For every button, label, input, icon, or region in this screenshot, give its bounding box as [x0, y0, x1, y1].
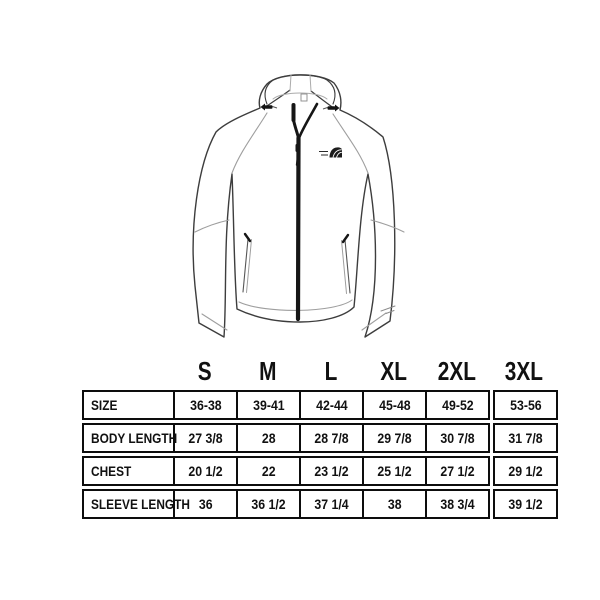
- size-cell: 49-52: [425, 392, 488, 418]
- size-cell: 39-41: [236, 392, 299, 418]
- column-header-m: M: [258, 356, 277, 386]
- table-row-size: SIZE 36-38 39-41 42-44 45-48 49-52 53-56: [82, 390, 560, 420]
- size-cell: 42-44: [299, 392, 362, 418]
- size-cell: 36: [173, 491, 236, 517]
- size-cell: 23 1/2: [299, 458, 362, 484]
- hood-toggle-left-icon: [260, 103, 278, 111]
- column-header-2xl: 2XL: [437, 356, 476, 386]
- column-header-s: S: [197, 356, 212, 386]
- column-header-xl: XL: [380, 356, 407, 386]
- row-label-chest: CHEST: [91, 463, 132, 479]
- size-chart-header-row: S M L XL 2XL 3XL: [173, 358, 560, 384]
- left-pocket-zipper: [242, 232, 252, 293]
- size-cell: 25 1/2: [362, 458, 425, 484]
- hood-toggle-right-icon: [322, 104, 340, 112]
- hood-hanging-loop: [300, 93, 308, 102]
- row-label-size: SIZE: [91, 397, 118, 413]
- row-label-sleeve-length: SLEEVE LENGTH: [91, 496, 191, 512]
- size-cell: 30 7/8: [425, 425, 488, 451]
- table-row-sleeve-length: SLEEVE LENGTH 36 36 1/2 37 1/4 38 38 3/4…: [82, 489, 560, 519]
- size-cell: 38 3/4: [425, 491, 488, 517]
- sleeve-logo-icon: [380, 305, 396, 314]
- size-cell: 37 1/4: [299, 491, 362, 517]
- table-row-body-length: BODY LENGTH 27 3/8 28 28 7/8 29 7/8 30 7…: [82, 423, 560, 453]
- size-cell: 36 1/2: [236, 491, 299, 517]
- table-row-chest: CHEST 20 1/2 22 23 1/2 25 1/2 27 1/2 29 …: [82, 456, 560, 486]
- size-cell: 27 3/8: [173, 425, 236, 451]
- size-cell: 29 1/2: [493, 456, 558, 486]
- row-label-body-length: BODY LENGTH: [91, 430, 178, 446]
- size-cell: 45-48: [362, 392, 425, 418]
- size-cell: 28: [236, 425, 299, 451]
- size-cell: 31 7/8: [493, 423, 558, 453]
- column-header-l: L: [324, 356, 337, 386]
- jacket-seams: [194, 112, 405, 331]
- zipper-slider: [295, 144, 301, 152]
- main-zipper: [291, 102, 319, 322]
- size-cell: 39 1/2: [493, 489, 558, 519]
- right-pocket-zipper: [341, 233, 351, 294]
- size-cell: 53-56: [493, 390, 558, 420]
- size-chart: S M L XL 2XL 3XL SIZE 36-38 39-41 42-44 …: [82, 358, 560, 519]
- size-cell: 36-38: [173, 392, 236, 418]
- size-cell: 29 7/8: [362, 425, 425, 451]
- column-header-3xl: 3XL: [504, 356, 543, 386]
- size-cell: 38: [362, 491, 425, 517]
- size-cell: 28 7/8: [299, 425, 362, 451]
- tnf-chest-logo-icon: [319, 147, 342, 158]
- size-cell: 27 1/2: [425, 458, 488, 484]
- zipper-pull: [295, 152, 299, 166]
- size-cell: 20 1/2: [173, 458, 236, 484]
- size-cell: 22: [236, 458, 299, 484]
- jacket-illustration: [170, 52, 430, 352]
